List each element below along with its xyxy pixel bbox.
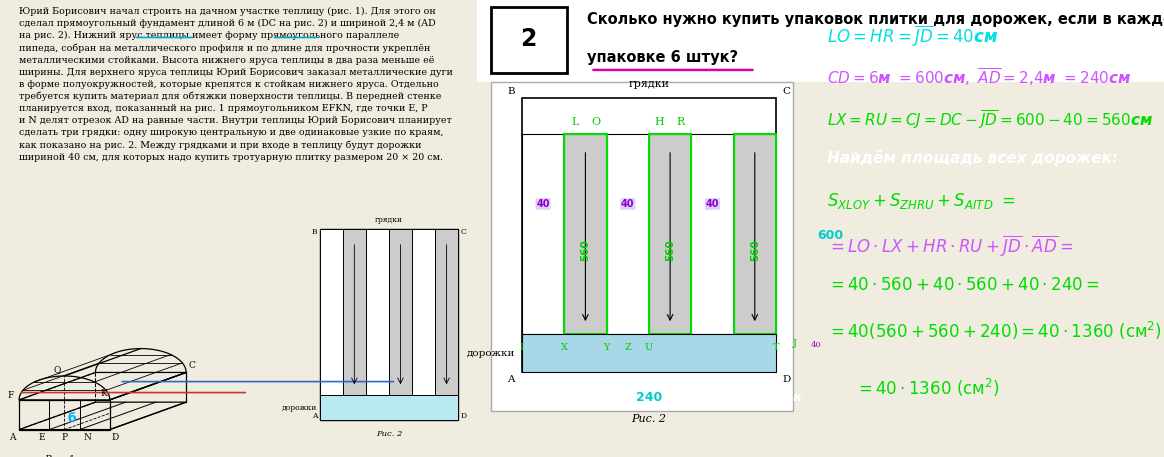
Polygon shape: [491, 7, 567, 73]
Text: $CD = 6$м $= 600$см$,\ \overline{AD} = 2{,}4$м $= 240$см: $CD = 6$м $= 600$см$,\ \overline{AD} = 2…: [828, 66, 1131, 88]
Text: N: N: [83, 433, 91, 442]
Text: 40: 40: [622, 199, 634, 209]
Text: 240: 240: [636, 391, 662, 404]
Polygon shape: [477, 0, 1164, 82]
Text: дорожки: дорожки: [282, 404, 318, 412]
Polygon shape: [389, 228, 412, 395]
Polygon shape: [565, 134, 606, 334]
Text: X: X: [561, 343, 568, 352]
Text: B: B: [312, 228, 318, 237]
Text: Рис. 1: Рис. 1: [44, 455, 76, 457]
Text: D: D: [461, 412, 467, 420]
Text: 40: 40: [810, 341, 821, 349]
Text: B: B: [508, 87, 514, 96]
Text: упаковке 6 штук?: упаковке 6 штук?: [587, 50, 738, 65]
Text: 40: 40: [705, 199, 719, 209]
Polygon shape: [606, 134, 650, 334]
Text: Рис. 2: Рис. 2: [631, 414, 667, 424]
Polygon shape: [521, 334, 776, 372]
Text: L: L: [572, 117, 579, 127]
Text: A: A: [508, 375, 514, 384]
Text: $S_{XLOY} + S_{ZHRU} + S_{AITD}\ =$: $S_{XLOY} + S_{ZHRU} + S_{AITD}\ =$: [828, 191, 1016, 211]
Text: Y: Y: [603, 343, 610, 352]
Text: F: F: [7, 391, 13, 400]
Text: 560: 560: [665, 239, 675, 261]
Text: $= LO \cdot LX + HR \cdot RU + \overline{JD} \cdot \overline{AD} =$: $= LO \cdot LX + HR \cdot RU + \overline…: [828, 233, 1074, 258]
Polygon shape: [691, 134, 733, 334]
Text: C: C: [783, 87, 790, 96]
Text: $= 40 \cdot 560 + 40 \cdot 560 + 40 \cdot 240 =$: $= 40 \cdot 560 + 40 \cdot 560 + 40 \cdo…: [828, 276, 1100, 294]
Text: $LO = HR = \overline{JD} = 40$см: $LO = HR = \overline{JD} = 40$см: [828, 23, 999, 48]
Text: H: H: [654, 117, 665, 127]
Polygon shape: [320, 228, 343, 395]
Polygon shape: [320, 395, 459, 420]
Text: U: U: [645, 343, 653, 352]
Text: $S$: $S$: [680, 377, 695, 397]
Text: всех дорожек: всех дорожек: [694, 391, 802, 404]
Text: Q: Q: [54, 365, 61, 374]
Text: J: J: [793, 339, 797, 348]
Text: 600: 600: [817, 229, 843, 242]
Text: 2: 2: [520, 27, 537, 51]
Text: K: K: [100, 388, 107, 398]
Text: грядки: грядки: [375, 216, 403, 224]
Text: C: C: [189, 361, 194, 370]
Polygon shape: [650, 134, 691, 334]
Text: O: O: [591, 117, 601, 127]
Text: 560: 560: [581, 239, 590, 261]
Polygon shape: [412, 228, 435, 395]
Text: R: R: [676, 117, 684, 127]
Text: A: A: [312, 412, 318, 420]
Text: E: E: [38, 433, 45, 442]
Polygon shape: [365, 228, 389, 395]
Text: C: C: [461, 228, 467, 237]
Text: $= 40(560 + 560 + 240) = 40 \cdot 1360\ (\text{см}^2)$: $= 40(560 + 560 + 240) = 40 \cdot 1360\ …: [828, 320, 1163, 342]
Text: Z: Z: [624, 343, 631, 352]
Text: D: D: [112, 433, 119, 442]
Polygon shape: [343, 228, 365, 395]
Text: $= 40 \cdot 1360\ (\text{см}^2)$: $= 40 \cdot 1360\ (\text{см}^2)$: [854, 377, 1000, 399]
Text: грядки: грядки: [629, 79, 669, 89]
Text: 560: 560: [750, 239, 760, 261]
Text: P: P: [62, 433, 68, 442]
Text: $LX = RU = CJ = DC - \overline{JD} = 600 - 40 = 560$см: $LX = RU = CJ = DC - \overline{JD} = 600…: [828, 109, 1154, 132]
Text: Юрий Борисович начал строить на дачном участке теплицу (рис. 1). Для этого он
сд: Юрий Борисович начал строить на дачном у…: [19, 7, 453, 162]
Polygon shape: [435, 228, 459, 395]
Text: Рис. 2: Рис. 2: [376, 430, 402, 438]
Text: Сколько нужно купить упаковок плитки для дорожек, если в каждой: Сколько нужно купить упаковок плитки для…: [587, 11, 1164, 27]
Polygon shape: [733, 134, 776, 334]
Text: T: T: [773, 343, 779, 352]
Text: дорожки: дорожки: [467, 349, 514, 358]
Text: Найдём площадь всех дорожек:: Найдём площадь всех дорожек:: [828, 150, 1119, 166]
Text: I: I: [520, 343, 524, 352]
Polygon shape: [491, 82, 793, 411]
Text: D: D: [783, 375, 792, 384]
Text: б: б: [68, 412, 76, 425]
Polygon shape: [521, 134, 565, 334]
Text: A: A: [9, 433, 15, 442]
Text: 40: 40: [537, 199, 549, 209]
